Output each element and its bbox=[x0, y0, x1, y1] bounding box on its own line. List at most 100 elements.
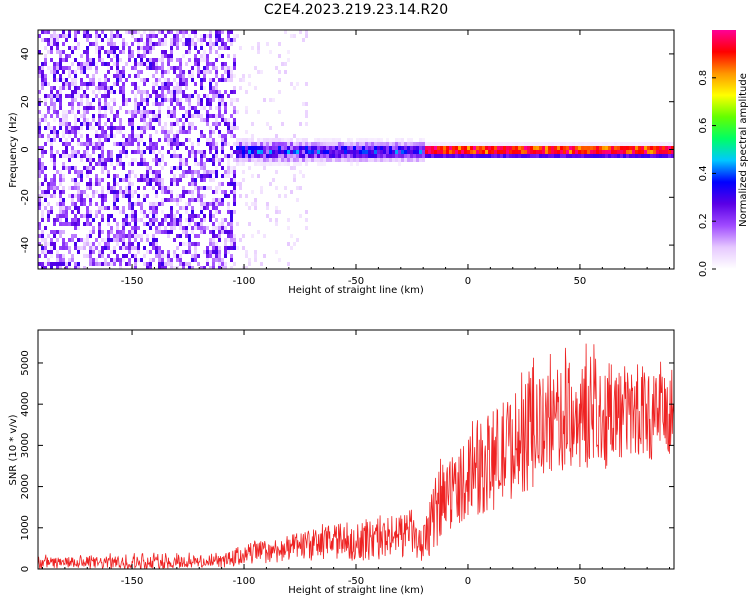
spectrogram-cell bbox=[284, 186, 287, 190]
spectrogram-cell bbox=[107, 86, 110, 90]
spectrogram-cell bbox=[128, 206, 131, 210]
spectrogram-cell bbox=[251, 158, 254, 162]
spectrogram-cell bbox=[671, 154, 674, 158]
spectrogram-cell bbox=[176, 154, 179, 158]
spectrogram-cell bbox=[476, 142, 479, 146]
spectrogram-cell bbox=[53, 246, 56, 250]
spectrogram-cell bbox=[122, 94, 125, 98]
spectrogram-cell bbox=[119, 230, 122, 234]
spectrogram-cell bbox=[53, 102, 56, 106]
spectrogram-cell bbox=[179, 222, 182, 226]
spectrogram-cell bbox=[143, 122, 146, 126]
spectrogram-cell bbox=[179, 254, 182, 258]
spectrogram-cell bbox=[173, 166, 176, 170]
spectrogram-cell bbox=[410, 158, 413, 162]
spectrogram-cell bbox=[176, 30, 179, 34]
spectrogram-cell bbox=[467, 150, 470, 154]
spectrogram-cell bbox=[233, 54, 236, 58]
spectrogram-cell bbox=[44, 206, 47, 210]
spectrogram-cell bbox=[215, 250, 218, 254]
spectrogram-cell bbox=[53, 74, 56, 78]
spectrogram-cell bbox=[428, 142, 431, 146]
spectrogram-cell bbox=[485, 154, 488, 158]
spectrogram-cell bbox=[200, 130, 203, 134]
spectrogram-cell bbox=[83, 142, 86, 146]
spectrogram-cell bbox=[155, 246, 158, 250]
spectrogram-cell bbox=[161, 222, 164, 226]
x-tick-label: -150 bbox=[121, 576, 144, 587]
spectrogram-cell bbox=[203, 194, 206, 198]
spectrogram-cell bbox=[176, 130, 179, 134]
spectrogram-cell bbox=[77, 170, 80, 174]
spectrogram-cell bbox=[164, 214, 167, 218]
spectrogram-cell bbox=[212, 78, 215, 82]
spectrogram-cell bbox=[128, 170, 131, 174]
spectrogram-cell bbox=[230, 266, 233, 269]
spectrogram-cell bbox=[221, 182, 224, 186]
spectrogram-cell bbox=[185, 230, 188, 234]
spectrogram-cell bbox=[335, 150, 338, 154]
spectrogram-cell bbox=[83, 166, 86, 170]
spectrogram-cell bbox=[164, 126, 167, 130]
spectrogram-cell bbox=[152, 46, 155, 50]
spectrogram-cell bbox=[293, 242, 296, 246]
spectrogram-cell bbox=[509, 154, 512, 158]
spectrogram-cell bbox=[335, 142, 338, 146]
spectrogram-cell bbox=[50, 266, 53, 269]
spectrogram-cell bbox=[74, 86, 77, 90]
spectrogram-cell bbox=[83, 66, 86, 70]
spectrogram-cell bbox=[50, 130, 53, 134]
spectrogram-cell bbox=[230, 146, 233, 150]
spectrogram-cell bbox=[62, 246, 65, 250]
spectrogram-cell bbox=[305, 154, 308, 158]
spectrogram-cell bbox=[542, 154, 545, 158]
spectrogram-cell bbox=[395, 154, 398, 158]
spectrogram-cell bbox=[44, 226, 47, 230]
spectrogram-cell bbox=[242, 170, 245, 174]
spectrogram-cell bbox=[86, 146, 89, 150]
spectrogram-cell bbox=[482, 142, 485, 146]
spectrogram-cell bbox=[107, 70, 110, 74]
spectrogram-cell bbox=[62, 254, 65, 258]
spectrogram-cell bbox=[410, 142, 413, 146]
spectrogram-cell bbox=[290, 150, 293, 154]
spectrogram-cell bbox=[185, 30, 188, 34]
spectrogram-cell bbox=[212, 46, 215, 50]
spectrogram-cell bbox=[95, 246, 98, 250]
spectrogram-cell bbox=[437, 154, 440, 158]
spectrogram-cell bbox=[113, 174, 116, 178]
spectrogram-cell bbox=[41, 230, 44, 234]
spectrogram-cell bbox=[578, 150, 581, 154]
spectrogram-cell bbox=[278, 150, 281, 154]
spectrogram-cell bbox=[185, 174, 188, 178]
spectrogram-cell bbox=[368, 158, 371, 162]
spectrogram-cell bbox=[158, 30, 161, 34]
spectrogram-cell bbox=[83, 118, 86, 122]
spectrogram-cell bbox=[194, 158, 197, 162]
spectrogram-cell bbox=[128, 262, 131, 266]
spectrogram-cell bbox=[188, 166, 191, 170]
spectrogram-cell bbox=[203, 150, 206, 154]
spectrogram-cell bbox=[95, 86, 98, 90]
spectrogram-cell bbox=[323, 162, 326, 166]
spectrogram-cell bbox=[233, 170, 236, 174]
spectrogram-cell bbox=[167, 254, 170, 258]
spectrogram-cell bbox=[203, 226, 206, 230]
spectrogram-cell bbox=[83, 114, 86, 118]
spectrogram-cell bbox=[260, 70, 263, 74]
spectrogram-cell bbox=[65, 86, 68, 90]
spectrogram-cell bbox=[41, 78, 44, 82]
spectrogram-cell bbox=[68, 70, 71, 74]
spectrogram-cell bbox=[107, 42, 110, 46]
spectrogram-cell bbox=[260, 154, 263, 158]
spectrogram-cell bbox=[86, 150, 89, 154]
spectrogram-cell bbox=[98, 206, 101, 210]
spectrogram-cell bbox=[173, 66, 176, 70]
spectrogram-cell bbox=[98, 182, 101, 186]
spectrogram-cell bbox=[134, 230, 137, 234]
spectrogram-cell bbox=[140, 218, 143, 222]
spectrogram-cell bbox=[80, 66, 83, 70]
spectrogram-cell bbox=[143, 186, 146, 190]
spectrogram-cell bbox=[191, 214, 194, 218]
spectrogram-cell bbox=[128, 222, 131, 226]
